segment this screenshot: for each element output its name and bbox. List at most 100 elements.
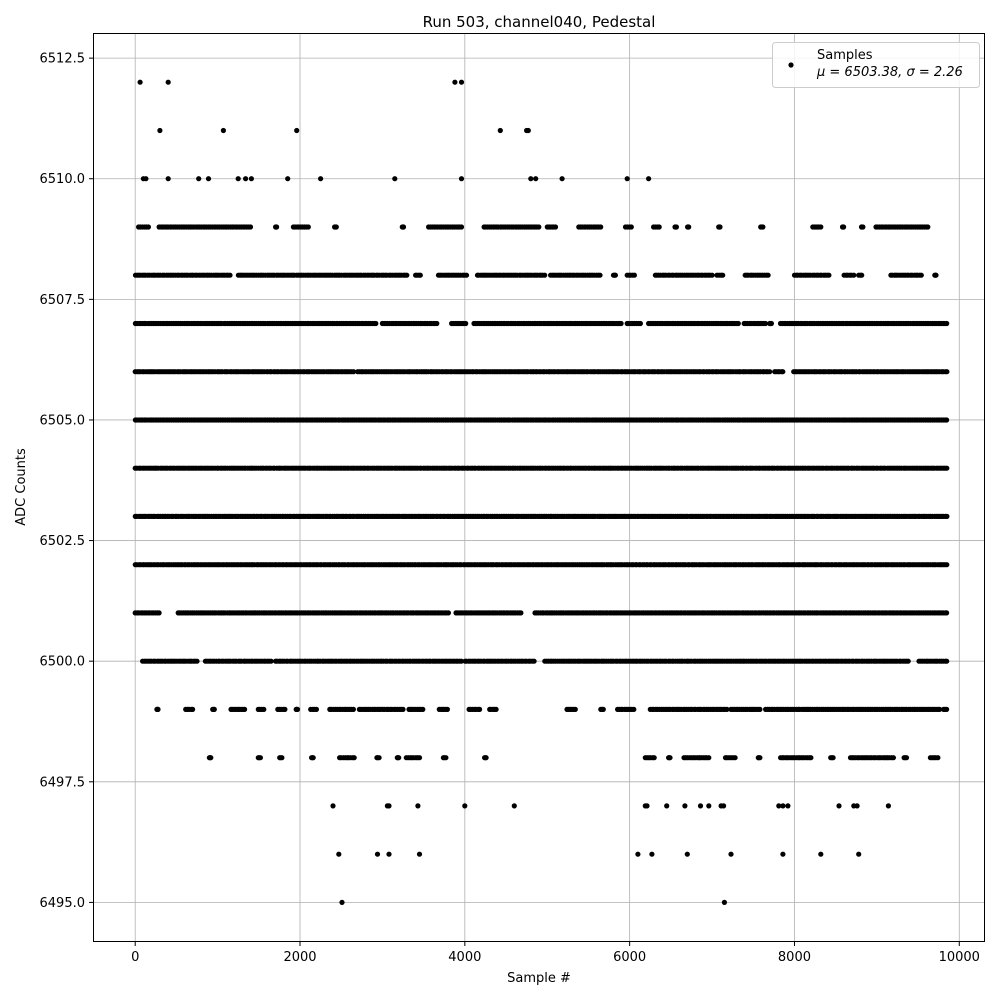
- data-point: [483, 755, 489, 761]
- data-point: [720, 272, 726, 278]
- data-point-outlier: [528, 176, 534, 182]
- data-point: [631, 706, 637, 713]
- data-point-outlier: [854, 803, 860, 809]
- y-tick-label: 6507.5: [40, 293, 86, 308]
- data-point: [542, 272, 548, 278]
- data-point-outlier: [697, 803, 704, 809]
- x-axis-ticks: 0 2000 4000 6000 8000 10000: [131, 941, 980, 965]
- data-point: [190, 706, 196, 713]
- data-point: [944, 658, 950, 664]
- data-point: [600, 706, 606, 713]
- data-point-outlier: [243, 176, 249, 182]
- data-point: [628, 224, 634, 230]
- x-tick-label: 2000: [283, 950, 316, 965]
- data-point-outlier: [416, 851, 423, 857]
- data-point-outlier: [780, 851, 786, 857]
- chart-title: Run 503, channel040, Pedestal: [423, 13, 656, 31]
- data-point-outlier: [165, 79, 171, 85]
- data-point: [637, 320, 644, 327]
- data-point: [944, 465, 950, 471]
- plot-area-frame: [93, 33, 985, 942]
- data-point: [242, 706, 248, 713]
- data-point: [156, 610, 162, 616]
- y-tick-label: 6495.0: [40, 896, 86, 911]
- data-point: [350, 706, 356, 713]
- data-point: [818, 224, 824, 230]
- data-point: [445, 610, 451, 616]
- data-point: [890, 755, 897, 761]
- data-point-outlier: [205, 176, 212, 182]
- x-tick-label: 8000: [778, 950, 811, 965]
- data-point: [944, 706, 950, 713]
- data-point: [155, 706, 161, 713]
- data-point: [247, 224, 254, 230]
- y-tick-label: 6505.0: [40, 413, 86, 428]
- data-point: [717, 224, 723, 230]
- data-point: [444, 706, 450, 713]
- data-point: [686, 224, 692, 230]
- data-point: [925, 224, 931, 230]
- data-point: [552, 224, 559, 230]
- data-point: [396, 755, 402, 761]
- data-point: [706, 755, 712, 761]
- data-point: [841, 224, 847, 230]
- data-point-outlier: [392, 176, 398, 182]
- data-point: [351, 369, 357, 375]
- data-points: [132, 79, 950, 906]
- data-point-outlier: [386, 851, 392, 857]
- data-point-outlier: [728, 851, 734, 857]
- legend-marker: [788, 62, 794, 68]
- data-point: [194, 658, 200, 664]
- data-point: [463, 320, 469, 327]
- data-point-outlier: [458, 79, 465, 85]
- data-point-outlier: [458, 176, 465, 182]
- data-point: [261, 706, 267, 713]
- data-point-outlier: [143, 176, 149, 182]
- data-point: [656, 224, 662, 230]
- data-point: [463, 272, 470, 278]
- data-point-outlier: [533, 176, 539, 182]
- data-point: [305, 224, 311, 230]
- legend: Samples μ = 6503.38, σ = 2.26: [772, 42, 980, 88]
- data-point-outlier: [294, 127, 300, 134]
- data-point: [313, 706, 319, 713]
- data-point: [767, 369, 773, 375]
- data-point-outlier: [721, 803, 727, 809]
- data-point: [257, 755, 263, 761]
- data-point: [944, 610, 950, 616]
- x-tick-label: 4000: [448, 950, 481, 965]
- x-tick-label: 10000: [939, 950, 980, 965]
- data-point-outlier: [684, 851, 690, 857]
- data-point: [765, 272, 771, 278]
- data-point: [860, 224, 866, 230]
- data-point-outlier: [318, 176, 324, 182]
- data-point-outlier: [644, 803, 650, 809]
- data-point: [145, 224, 151, 230]
- x-axis-label: Sample #: [507, 971, 571, 986]
- data-point: [310, 755, 316, 761]
- data-point-outlier: [339, 899, 345, 906]
- data-point: [333, 224, 339, 230]
- data-point-outlier: [137, 79, 143, 85]
- data-point: [351, 755, 357, 761]
- data-point: [211, 706, 217, 713]
- data-point: [944, 513, 950, 520]
- data-point: [400, 706, 406, 713]
- data-point-outlier: [785, 803, 791, 809]
- data-point-outlier: [664, 803, 670, 809]
- data-point-outlier: [836, 803, 842, 809]
- data-point-outlier: [452, 79, 458, 85]
- legend-box: [772, 42, 980, 88]
- data-point: [935, 755, 941, 761]
- y-tick-label: 6512.5: [40, 52, 86, 67]
- data-point-outlier: [721, 899, 728, 906]
- y-tick-label: 6500.0: [40, 655, 86, 670]
- data-point: [531, 658, 537, 664]
- data-point: [780, 369, 786, 375]
- data-point: [400, 224, 407, 230]
- data-point: [612, 272, 619, 278]
- data-point-outlier: [462, 803, 468, 809]
- data-point-outlier: [248, 176, 254, 182]
- data-point-outlier: [511, 803, 517, 809]
- data-point: [434, 320, 440, 327]
